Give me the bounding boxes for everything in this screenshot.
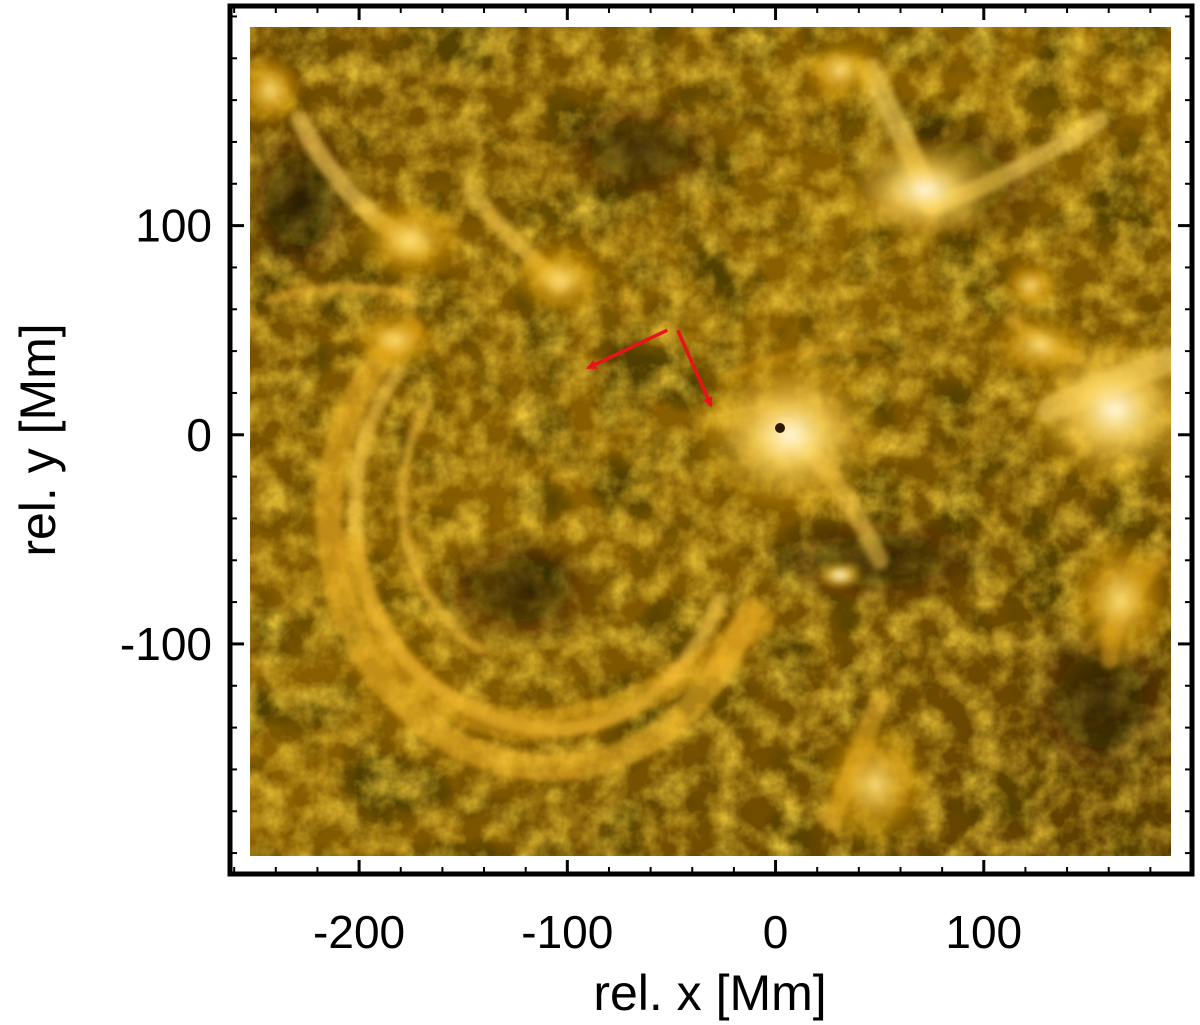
solar-euv-image [250,27,1171,856]
y-tick-label: 100 [135,200,212,252]
arrow-left [586,328,669,370]
x-tick-label: -100 [521,906,613,958]
y-axis-title: rel. y [Mm] [10,323,66,556]
x-axis-title: rel. x [Mm] [593,965,826,1021]
x-tick-label: 100 [945,906,1022,958]
x-tick-label: -200 [313,906,405,958]
y-tick-label: -100 [120,618,212,670]
arrow-down [676,329,713,408]
annotation-arrows [586,328,713,408]
y-axis-ticks: 100 0 -100 [120,15,1192,855]
y-tick-label: 0 [186,409,212,461]
x-tick-label: 0 [763,906,789,958]
x-axis-ticks: -200 -100 0 100 [233,6,1152,958]
plot-frame [227,3,1195,877]
